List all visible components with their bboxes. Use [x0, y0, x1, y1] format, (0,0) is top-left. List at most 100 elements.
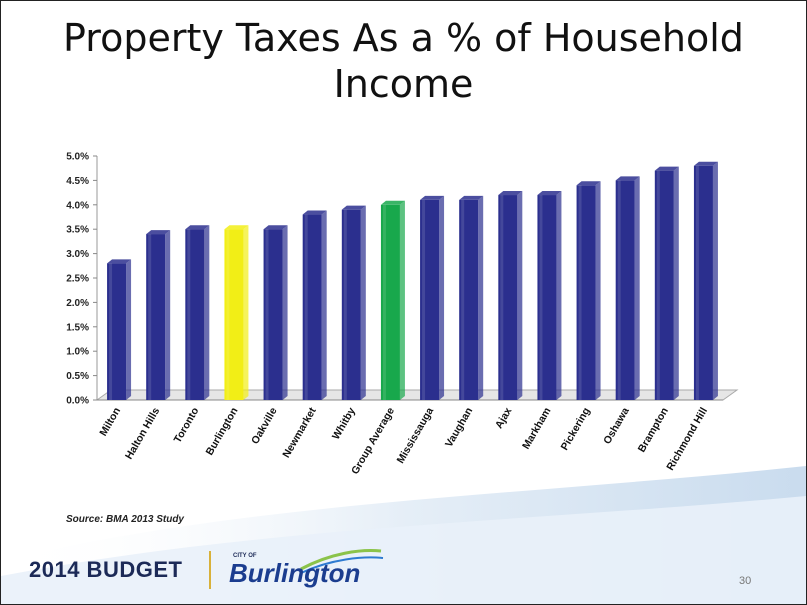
bar-side [517, 191, 523, 400]
bar-top [146, 230, 171, 235]
y-tick-label: 4.5% [66, 176, 89, 187]
bar-top [341, 205, 366, 210]
y-tick-label: 3.0% [66, 249, 89, 260]
bar-front [107, 263, 127, 400]
y-tick-label: 1.0% [66, 347, 89, 358]
bar-front [693, 165, 713, 400]
bar-side [673, 166, 679, 400]
bar-highlight [265, 229, 269, 400]
bar [224, 225, 249, 400]
bar-top [380, 200, 405, 205]
bar [537, 191, 562, 400]
bar-top [302, 210, 327, 215]
bar [302, 210, 327, 400]
y-tick-label: 1.5% [66, 322, 89, 333]
bar-side [282, 225, 288, 400]
bar-front [263, 229, 283, 400]
chart-bars [107, 161, 718, 400]
bar-highlight [109, 263, 113, 400]
source-note: Source: BMA 2013 Study [66, 514, 184, 525]
bar [341, 205, 366, 400]
bar-side [478, 195, 484, 400]
bar [185, 225, 210, 400]
bar-highlight [382, 204, 386, 400]
x-tick-label: Milton [97, 406, 123, 439]
bar [693, 161, 718, 400]
y-tick-label: 4.0% [66, 200, 89, 211]
bar-highlight [656, 170, 660, 400]
bar [615, 176, 640, 400]
bar-top [107, 259, 132, 264]
bar-highlight [461, 199, 465, 400]
bar-top [537, 191, 562, 196]
bar-front [420, 199, 440, 400]
bar-side [399, 200, 405, 400]
y-tick-label: 2.5% [66, 274, 89, 285]
chart-title: Property Taxes As a % of Household Incom… [63, 16, 744, 106]
city-of-label: CITY OF [233, 553, 257, 559]
bar-front [498, 195, 518, 400]
bar-chart: 0.0% 0.5% 1.0% 1.5% 2.0% 2.5% 3.0% 3.5% 4.0% 4.5%… [66, 152, 739, 477]
bar-front [615, 180, 635, 400]
bar-front [459, 199, 479, 400]
bar [146, 230, 171, 400]
bar-front [537, 195, 557, 400]
y-tick-label: 0.0% [66, 396, 89, 407]
bar-top [615, 176, 640, 181]
bar-highlight [343, 209, 347, 400]
bar-front [185, 229, 205, 400]
bar-highlight [695, 165, 699, 400]
bar [459, 195, 484, 400]
bar [654, 166, 679, 400]
bar-top [224, 225, 249, 230]
bar-top [185, 225, 210, 230]
bar [380, 200, 405, 400]
bar-front [576, 185, 596, 400]
y-tick-label: 2.0% [66, 298, 89, 309]
bar-highlight [304, 214, 308, 400]
bar [420, 195, 445, 400]
bar-highlight [226, 229, 230, 400]
bar-front [341, 209, 361, 400]
bar-side [712, 161, 718, 400]
y-tick-labels: 0.0% 0.5% 1.0% 1.5% 2.0% 2.5% 3.0% 3.5% 4.0% 4.5%… [66, 152, 97, 407]
bar-top [654, 166, 679, 171]
bar-side [360, 205, 366, 400]
bar-front [302, 214, 322, 400]
bar-top [263, 225, 288, 230]
bar-highlight [500, 195, 504, 400]
bar-side [634, 176, 640, 400]
budget-logo-text: 2014 BUDGET [29, 557, 183, 582]
bar-front [380, 204, 400, 400]
bar-top [459, 195, 484, 200]
bar-side [126, 259, 132, 400]
bar-side [165, 230, 171, 400]
bar-highlight [539, 195, 543, 400]
x-tick-label: Toronto [172, 406, 202, 446]
bar-front [654, 170, 674, 400]
page-number: 30 [739, 575, 752, 587]
bar-highlight [422, 199, 426, 400]
bar-side [439, 195, 445, 400]
bar-highlight [578, 185, 582, 400]
bar [263, 225, 288, 400]
bar-top [498, 191, 523, 196]
bar-side [204, 225, 210, 400]
y-tick-label: 0.5% [66, 371, 89, 382]
y-tick-label: 3.5% [66, 225, 89, 236]
x-tick-label: Whitby [330, 405, 358, 441]
x-tick-label: Ajax [493, 405, 515, 430]
bar-top [576, 181, 601, 186]
bar-front [146, 234, 166, 400]
bar-highlight [148, 234, 152, 400]
bar-highlight [617, 180, 621, 400]
bar-side [243, 225, 249, 400]
bar-side [321, 210, 327, 400]
bar-side [556, 191, 562, 400]
bar-highlight [187, 229, 191, 400]
footer-swoosh [1, 466, 806, 604]
bar-front [224, 229, 244, 400]
bar-top [693, 161, 718, 166]
bar-side [595, 181, 601, 400]
